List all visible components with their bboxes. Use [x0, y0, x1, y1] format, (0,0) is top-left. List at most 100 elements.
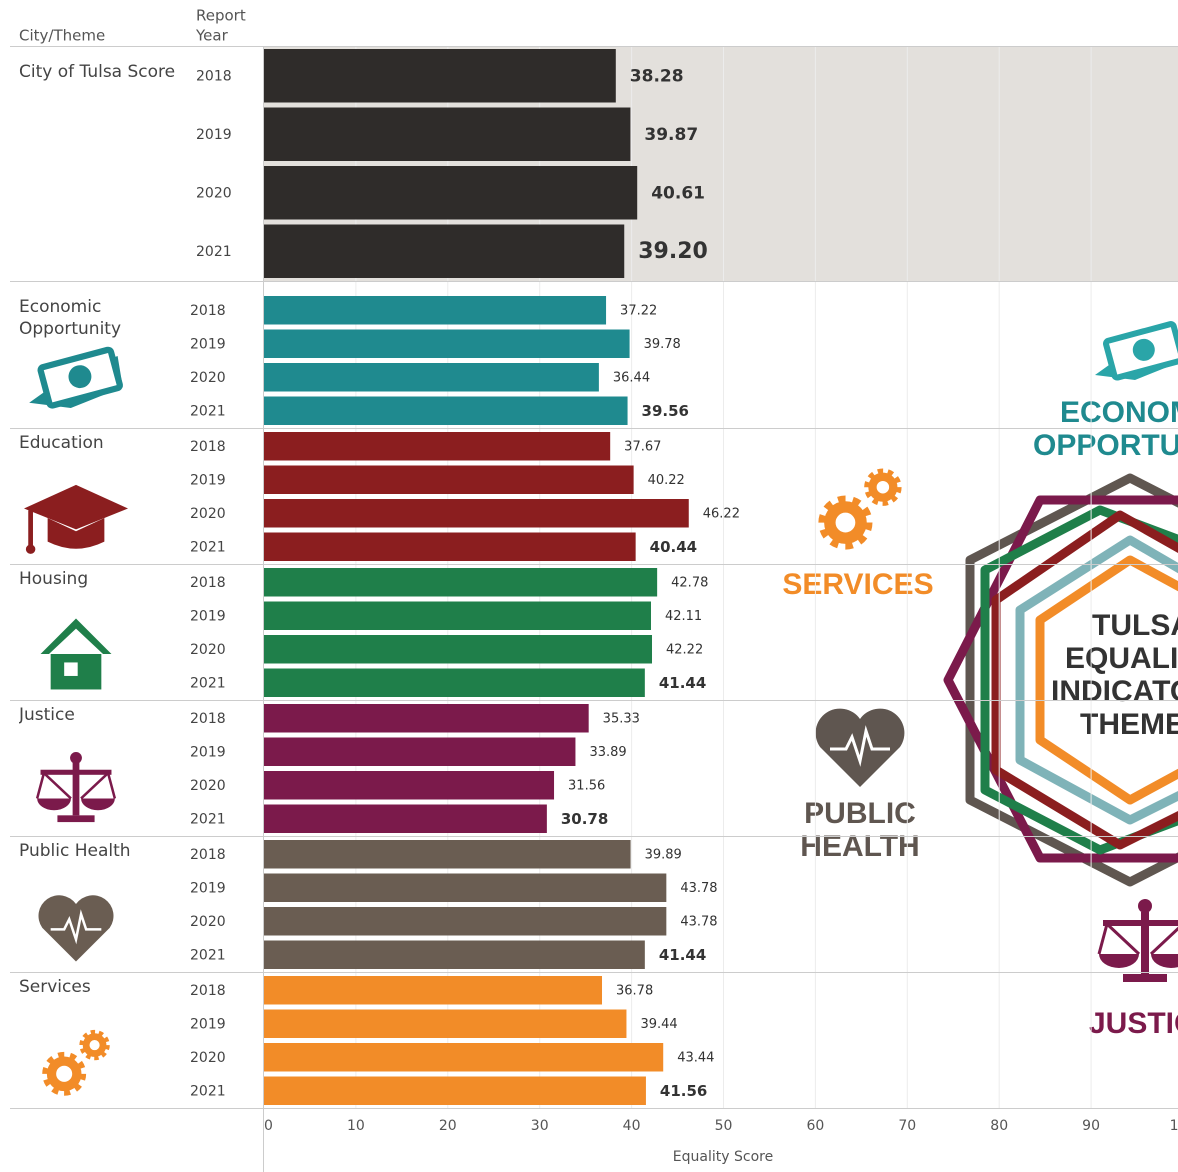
year-label: 2019	[190, 336, 226, 352]
group-label-box: Services	[19, 977, 91, 997]
art-label: OPPORTUNITY	[1033, 429, 1178, 462]
bar	[264, 532, 636, 561]
bar	[264, 49, 616, 103]
year-label: 2020	[190, 642, 226, 658]
bar	[264, 363, 599, 392]
group-label-box: City of Tulsa Score	[19, 62, 175, 82]
x-tick-label: 40	[623, 1118, 641, 1134]
value-label: 39.78	[644, 337, 681, 352]
value-label: 37.22	[620, 303, 657, 318]
year-label: 2019	[190, 880, 226, 896]
bar	[264, 771, 555, 800]
art-label: THEMES	[1080, 708, 1178, 741]
group-label-box: Housing	[19, 569, 89, 589]
value-label: 42.78	[671, 575, 708, 590]
bar	[264, 873, 667, 902]
year-label: 2020	[190, 778, 226, 794]
art-label: EQUALITY	[1065, 642, 1178, 675]
year-label: 2020	[190, 506, 226, 522]
value-label: 33.89	[589, 745, 626, 760]
year-label: 2019	[190, 744, 226, 760]
year-label: 2018	[190, 439, 226, 455]
group-label: Housing	[19, 569, 89, 589]
group-label-box: Economic Opportunity	[19, 297, 121, 339]
bar	[264, 940, 645, 969]
value-label: 39.20	[638, 239, 708, 264]
art-label: TULSA	[1092, 609, 1178, 642]
x-tick-label: 100	[1170, 1118, 1178, 1134]
column-header: Report	[196, 7, 246, 25]
value-label: 30.78	[561, 810, 608, 828]
value-label: 37.67	[624, 439, 661, 454]
gears-icon	[823, 472, 899, 546]
year-label: 2021	[190, 403, 226, 419]
year-label: 2021	[190, 811, 226, 827]
group-icon	[36, 893, 116, 964]
value-label: 39.87	[644, 125, 698, 145]
bar	[264, 166, 638, 220]
year-label: 2021	[190, 539, 226, 555]
year-label: 2021	[190, 947, 226, 963]
group-label-box: Education	[19, 433, 104, 453]
group-icon	[40, 618, 112, 690]
bar	[264, 568, 658, 597]
group-label: Services	[19, 977, 91, 997]
money-icon	[1095, 323, 1178, 380]
bar	[264, 396, 628, 425]
bar	[264, 1043, 664, 1072]
year-label: 2018	[190, 847, 226, 863]
value-label: 42.11	[665, 609, 702, 624]
x-tick-label: 50	[715, 1118, 733, 1134]
year-label: 2018	[190, 983, 226, 999]
bar	[264, 329, 630, 358]
value-label: 39.89	[645, 847, 682, 862]
bar	[264, 804, 547, 833]
art-label: PUBLIC	[804, 797, 916, 830]
x-tick-label: 80	[990, 1118, 1008, 1134]
bar	[264, 1076, 646, 1105]
year-label: 2021	[196, 244, 232, 260]
year-label: 2020	[190, 1050, 226, 1066]
year-label: 2019	[190, 1016, 226, 1032]
bar	[264, 840, 631, 869]
column-header: Year	[195, 27, 229, 45]
bar	[264, 296, 607, 325]
group-label-box: Public Health	[19, 841, 131, 861]
year-label: 2018	[190, 711, 226, 727]
value-label: 41.44	[659, 946, 706, 964]
group-label: Public Health	[19, 841, 131, 861]
art-label: JUSTICE	[1089, 1007, 1178, 1040]
bar	[264, 907, 667, 936]
art-label: INDICATORS	[1051, 675, 1178, 708]
bar	[264, 432, 611, 461]
value-label: 39.56	[642, 402, 689, 420]
year-label: 2019	[190, 608, 226, 624]
value-label: 46.22	[703, 506, 740, 521]
year-label: 2020	[196, 185, 232, 201]
group-icon	[24, 485, 128, 554]
x-tick-label: 20	[439, 1118, 457, 1134]
bar	[264, 668, 645, 697]
logo-hexagons	[943, 473, 1178, 887]
group-label-box: Justice	[19, 705, 75, 725]
value-label: 43.78	[680, 914, 717, 929]
x-tick-label: 30	[531, 1118, 549, 1134]
value-label: 35.33	[603, 711, 640, 726]
plot: 0 10 20 30 40 50 60 70 80 90 100 City/Theme Report Ye…	[10, 7, 1178, 1172]
value-label: 31.56	[568, 778, 605, 793]
year-label: 2019	[190, 472, 226, 488]
value-label: 43.78	[680, 881, 717, 896]
group-icon	[46, 1032, 108, 1092]
x-tick-label: 10	[347, 1118, 365, 1134]
value-label: 39.44	[640, 1017, 677, 1032]
x-tick-label: 60	[806, 1118, 824, 1134]
x-tick-label: 70	[898, 1118, 916, 1134]
art-label: SERVICES	[782, 568, 933, 601]
art-label: ECONOMIC	[1060, 396, 1178, 429]
group-label: Education	[19, 433, 104, 453]
bar	[264, 601, 651, 630]
value-label: 40.44	[650, 538, 697, 556]
bar	[264, 704, 589, 733]
